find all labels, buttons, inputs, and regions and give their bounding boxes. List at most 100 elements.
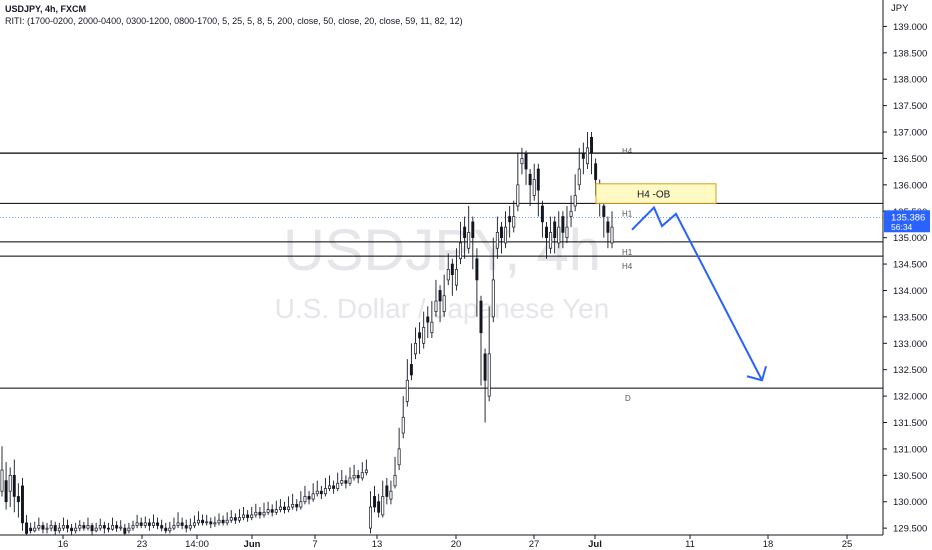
- candle[interactable]: [348, 467, 352, 486]
- candle[interactable]: [536, 163, 540, 217]
- candle[interactable]: [602, 200, 606, 238]
- candle[interactable]: [4, 462, 8, 510]
- candle[interactable]: [258, 507, 262, 519]
- candle[interactable]: [123, 523, 127, 535]
- candle[interactable]: [184, 519, 188, 533]
- candle[interactable]: [180, 517, 184, 530]
- order-block-box[interactable]: [595, 183, 717, 204]
- candle[interactable]: [319, 485, 323, 500]
- candle[interactable]: [274, 500, 278, 515]
- candle[interactable]: [356, 470, 360, 484]
- candle[interactable]: [53, 521, 57, 535]
- candle[interactable]: [381, 480, 385, 518]
- candle[interactable]: [540, 200, 544, 238]
- candle[interactable]: [385, 477, 389, 505]
- candle[interactable]: [438, 285, 442, 323]
- candle[interactable]: [213, 516, 217, 528]
- candle[interactable]: [426, 306, 430, 339]
- candle[interactable]: [573, 174, 577, 212]
- candle[interactable]: [585, 132, 589, 170]
- candle[interactable]: [373, 485, 377, 513]
- candle[interactable]: [201, 514, 205, 526]
- candle[interactable]: [168, 521, 172, 534]
- candle[interactable]: [61, 517, 65, 531]
- candle[interactable]: [389, 480, 393, 505]
- candle[interactable]: [401, 396, 405, 439]
- candle[interactable]: [491, 237, 495, 323]
- candle[interactable]: [102, 521, 106, 534]
- candle[interactable]: [565, 205, 569, 243]
- candle[interactable]: [393, 456, 397, 489]
- indicator-legend[interactable]: RITI: (1700-0200, 2000-0400, 0300-1200, …: [5, 16, 463, 26]
- candle[interactable]: [434, 279, 438, 317]
- candle[interactable]: [246, 510, 250, 522]
- candle[interactable]: [446, 253, 450, 286]
- candle[interactable]: [418, 322, 422, 354]
- candle[interactable]: [553, 216, 557, 254]
- candle[interactable]: [94, 522, 98, 533]
- candle[interactable]: [328, 475, 331, 492]
- candle[interactable]: [516, 153, 520, 212]
- candle[interactable]: [25, 514, 29, 535]
- candle[interactable]: [172, 517, 176, 531]
- candle[interactable]: [524, 150, 528, 185]
- candle[interactable]: [254, 503, 258, 518]
- candle[interactable]: [528, 169, 532, 206]
- candle[interactable]: [299, 491, 303, 510]
- candle[interactable]: [397, 427, 401, 471]
- candle[interactable]: [41, 521, 45, 534]
- candle[interactable]: [156, 517, 160, 530]
- candle[interactable]: [311, 483, 315, 502]
- candle[interactable]: [508, 205, 512, 238]
- candle[interactable]: [610, 211, 614, 249]
- candle[interactable]: [229, 510, 233, 523]
- candle[interactable]: [569, 195, 573, 228]
- candle[interactable]: [0, 446, 4, 497]
- candle[interactable]: [405, 359, 409, 407]
- candle[interactable]: [344, 475, 348, 489]
- candle[interactable]: [152, 514, 155, 529]
- candle[interactable]: [352, 464, 356, 481]
- candle[interactable]: [479, 295, 483, 386]
- candle[interactable]: [577, 147, 581, 191]
- candle[interactable]: [188, 518, 192, 531]
- candle[interactable]: [205, 514, 209, 526]
- candle[interactable]: [557, 211, 561, 249]
- candle[interactable]: [561, 211, 565, 249]
- candle[interactable]: [266, 501, 270, 515]
- candle[interactable]: [340, 470, 344, 486]
- candle[interactable]: [504, 211, 508, 249]
- candle[interactable]: [323, 477, 327, 497]
- candle[interactable]: [98, 518, 102, 531]
- candle[interactable]: [332, 480, 336, 494]
- candle[interactable]: [86, 517, 90, 531]
- candle[interactable]: [442, 274, 446, 317]
- candle[interactable]: [209, 517, 213, 529]
- candle[interactable]: [57, 522, 61, 534]
- candle[interactable]: [217, 513, 221, 526]
- candle[interactable]: [291, 493, 295, 510]
- candle[interactable]: [454, 248, 458, 291]
- candle[interactable]: [307, 491, 311, 505]
- candle[interactable]: [549, 216, 553, 254]
- candle[interactable]: [127, 522, 131, 534]
- candle[interactable]: [33, 521, 37, 533]
- candle[interactable]: [360, 462, 364, 481]
- candle[interactable]: [483, 348, 487, 423]
- candle[interactable]: [131, 520, 135, 531]
- candle[interactable]: [242, 507, 246, 521]
- candle[interactable]: [147, 518, 151, 531]
- candle[interactable]: [545, 221, 548, 259]
- candle[interactable]: [450, 258, 454, 296]
- candle[interactable]: [29, 522, 33, 534]
- candle[interactable]: [115, 521, 119, 532]
- candle[interactable]: [16, 483, 20, 518]
- candle[interactable]: [49, 520, 53, 532]
- candle[interactable]: [287, 496, 291, 513]
- candle[interactable]: [270, 504, 274, 517]
- candle[interactable]: [377, 493, 381, 518]
- candle[interactable]: [459, 221, 462, 265]
- candle[interactable]: [66, 519, 69, 533]
- candle[interactable]: [237, 509, 241, 523]
